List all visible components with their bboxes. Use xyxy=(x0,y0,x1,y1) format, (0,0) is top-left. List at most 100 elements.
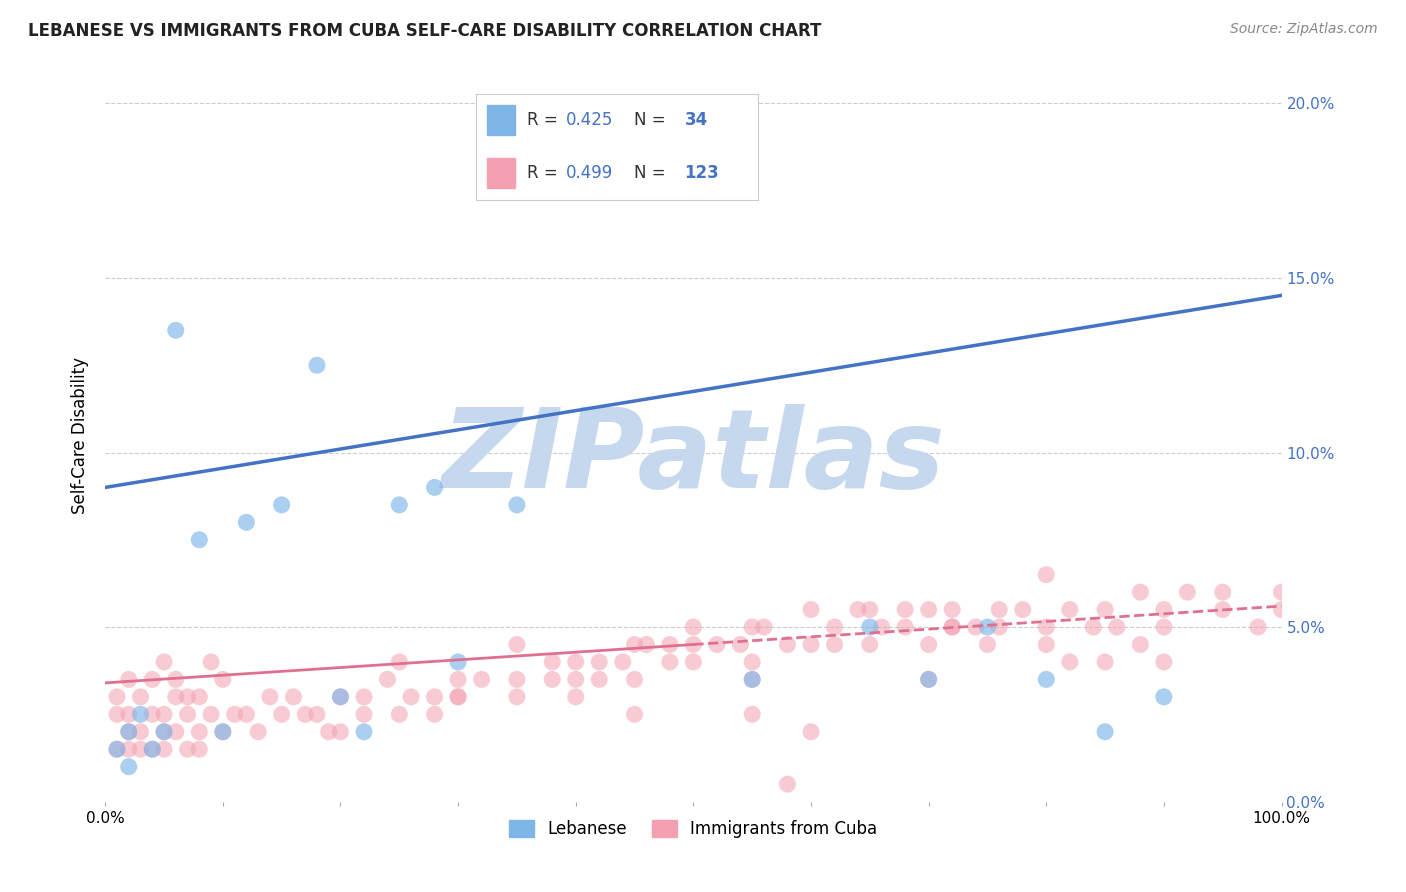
Point xyxy=(636,638,658,652)
Point xyxy=(270,707,292,722)
Point xyxy=(165,690,187,704)
Point xyxy=(564,673,586,687)
Point xyxy=(353,707,375,722)
Point xyxy=(800,602,823,616)
Point xyxy=(129,724,152,739)
Text: LEBANESE VS IMMIGRANTS FROM CUBA SELF-CARE DISABILITY CORRELATION CHART: LEBANESE VS IMMIGRANTS FROM CUBA SELF-CA… xyxy=(28,22,821,40)
Point xyxy=(423,690,446,704)
Point xyxy=(1153,690,1175,704)
Point xyxy=(506,498,529,512)
Point xyxy=(658,655,681,669)
Point xyxy=(329,690,352,704)
Point xyxy=(1035,638,1057,652)
Point xyxy=(447,655,470,669)
Point xyxy=(105,742,128,756)
Point xyxy=(247,724,270,739)
Point xyxy=(1059,602,1081,616)
Point xyxy=(941,602,963,616)
Point xyxy=(1035,673,1057,687)
Point xyxy=(318,724,340,739)
Point xyxy=(1270,602,1292,616)
Point xyxy=(1094,602,1116,616)
Point xyxy=(682,638,704,652)
Point xyxy=(118,724,141,739)
Point xyxy=(211,673,233,687)
Point xyxy=(105,742,128,756)
Point xyxy=(294,707,316,722)
Point xyxy=(141,742,163,756)
Point xyxy=(447,690,470,704)
Point xyxy=(800,724,823,739)
Point xyxy=(965,620,987,634)
Point xyxy=(1153,655,1175,669)
Point xyxy=(211,724,233,739)
Point xyxy=(235,707,257,722)
Point xyxy=(846,602,869,616)
Point xyxy=(859,620,882,634)
Point xyxy=(976,620,998,634)
Point xyxy=(1129,638,1152,652)
Point xyxy=(741,707,763,722)
Point xyxy=(153,724,176,739)
Point xyxy=(1035,620,1057,634)
Point xyxy=(1153,620,1175,634)
Point xyxy=(824,638,846,652)
Point xyxy=(1083,620,1105,634)
Point xyxy=(564,655,586,669)
Point xyxy=(329,690,352,704)
Point xyxy=(894,620,917,634)
Point xyxy=(165,724,187,739)
Point xyxy=(353,724,375,739)
Point xyxy=(176,742,198,756)
Point xyxy=(423,480,446,494)
Point xyxy=(200,655,222,669)
Point xyxy=(682,620,704,634)
Point xyxy=(706,638,728,652)
Text: ZIPatlas: ZIPatlas xyxy=(441,403,945,510)
Point xyxy=(623,707,645,722)
Point xyxy=(741,673,763,687)
Point xyxy=(141,673,163,687)
Point xyxy=(1105,620,1128,634)
Point xyxy=(200,707,222,722)
Point xyxy=(800,638,823,652)
Point xyxy=(541,655,564,669)
Point xyxy=(541,673,564,687)
Point xyxy=(588,655,610,669)
Point xyxy=(259,690,281,704)
Point xyxy=(859,638,882,652)
Point xyxy=(1059,655,1081,669)
Point xyxy=(941,620,963,634)
Point xyxy=(623,673,645,687)
Point xyxy=(917,602,939,616)
Point xyxy=(1247,620,1270,634)
Point xyxy=(129,742,152,756)
Point xyxy=(188,724,211,739)
Point xyxy=(165,323,187,337)
Point xyxy=(388,707,411,722)
Point xyxy=(976,638,998,652)
Point xyxy=(894,602,917,616)
Point xyxy=(752,620,775,634)
Point xyxy=(988,602,1011,616)
Point xyxy=(1177,585,1199,599)
Point xyxy=(388,655,411,669)
Point xyxy=(399,690,422,704)
Point xyxy=(941,620,963,634)
Point xyxy=(988,620,1011,634)
Point xyxy=(141,707,163,722)
Point xyxy=(1212,602,1234,616)
Point xyxy=(176,690,198,704)
Point xyxy=(224,707,246,722)
Point xyxy=(188,690,211,704)
Point xyxy=(1212,585,1234,599)
Point xyxy=(105,707,128,722)
Point xyxy=(682,655,704,669)
Point xyxy=(188,533,211,547)
Point xyxy=(506,673,529,687)
Point xyxy=(118,673,141,687)
Point xyxy=(1094,724,1116,739)
Point xyxy=(471,673,494,687)
Point xyxy=(388,498,411,512)
Point xyxy=(153,742,176,756)
